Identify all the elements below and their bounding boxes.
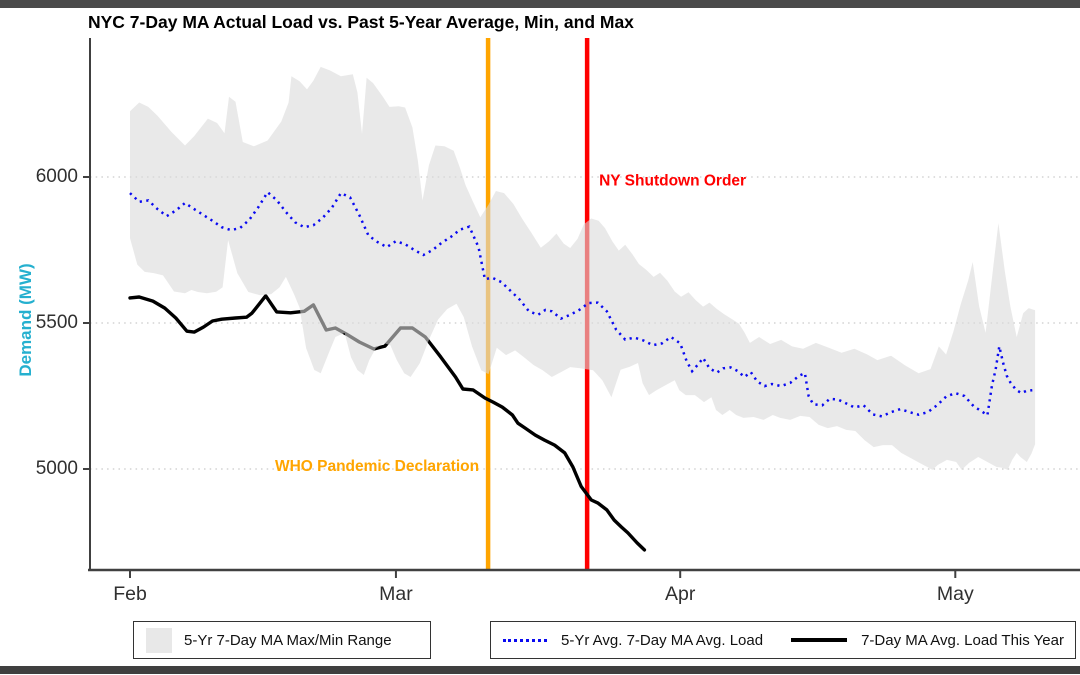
legend-box-range: 5-Yr 7-Day MA Max/Min Range	[133, 621, 431, 659]
y-tick-label-6000: 6000	[36, 166, 78, 187]
y-tick-label-5000: 5000	[36, 458, 78, 479]
legend-box-lines: 5-Yr Avg. 7-Day MA Avg. Load 7-Day MA Av…	[490, 621, 1076, 659]
x-tick-label-Apr: Apr	[665, 583, 696, 605]
x-tick-label-Mar: Mar	[379, 583, 413, 605]
solid-line-key-icon	[791, 638, 848, 642]
series-5yr-avg-line	[129, 190, 1033, 418]
legend-label-avg: 5-Yr Avg. 7-Day MA Avg. Load	[561, 631, 764, 649]
window-top-bar	[0, 0, 1080, 8]
dotted-line-key-icon	[503, 638, 547, 642]
x-tick-label-Feb: Feb	[113, 583, 147, 605]
x-tick-label-May: May	[937, 583, 974, 605]
y-tick-label-5500: 5500	[36, 312, 78, 333]
event-label-0: WHO Pandemic Declaration	[275, 458, 479, 475]
window-bottom-bar	[0, 666, 1080, 674]
legend-label-this-year: 7-Day MA Avg. Load This Year	[861, 631, 1064, 649]
event-label-1: NY Shutdown Order	[599, 172, 746, 189]
legend-label-range: 5-Yr 7-Day MA Max/Min Range	[184, 631, 392, 649]
series-maxmin-ribbon	[130, 66, 1036, 470]
ribbon-swatch-icon	[146, 627, 172, 653]
chart-title: NYC 7-Day MA Actual Load vs. Past 5-Year…	[88, 12, 634, 32]
